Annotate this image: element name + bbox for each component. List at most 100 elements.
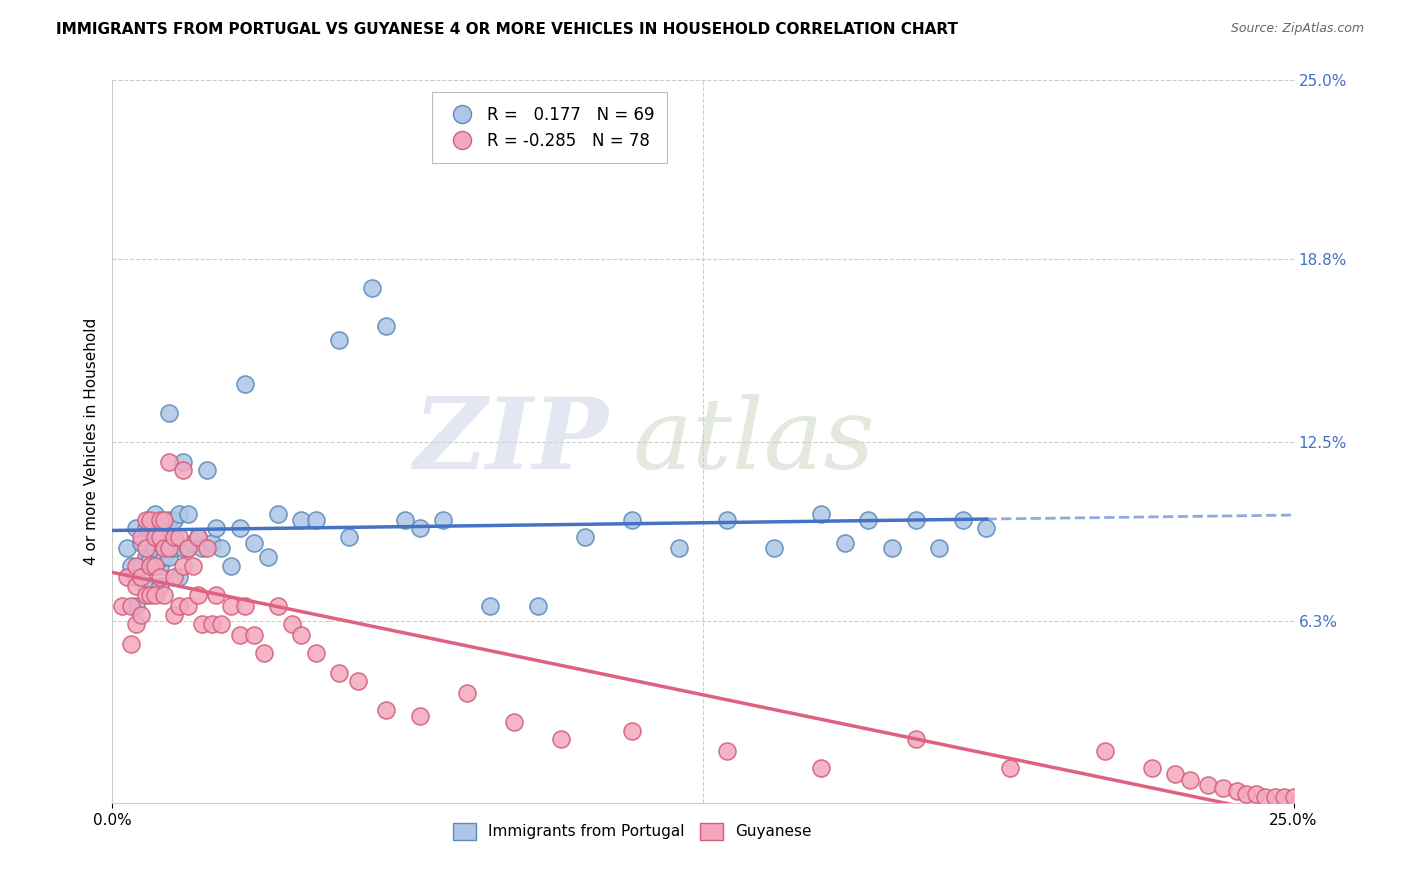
Point <box>125 579 148 593</box>
Point <box>163 512 186 526</box>
Y-axis label: 4 or more Vehicles in Household: 4 or more Vehicles in Household <box>83 318 98 566</box>
Point <box>139 579 162 593</box>
Point <box>976 521 998 535</box>
Point <box>135 512 157 526</box>
Point <box>337 530 360 544</box>
Point <box>1244 787 1267 801</box>
Point <box>186 588 208 602</box>
Point <box>153 550 176 565</box>
Point <box>163 607 186 622</box>
Point <box>394 512 416 526</box>
Point <box>139 558 162 573</box>
Point <box>503 714 526 729</box>
Point <box>143 530 166 544</box>
Point <box>129 607 152 622</box>
Point <box>172 541 194 556</box>
Point <box>139 521 162 535</box>
Point <box>125 521 148 535</box>
Point <box>149 535 172 549</box>
Point <box>201 535 224 549</box>
Point <box>135 541 157 556</box>
Point <box>928 541 950 556</box>
Point <box>290 628 312 642</box>
Point <box>1272 790 1295 805</box>
Point <box>177 507 200 521</box>
Point <box>120 599 142 614</box>
Point <box>281 616 304 631</box>
Point <box>304 646 326 660</box>
Point <box>257 550 280 565</box>
Point <box>201 616 224 631</box>
Point <box>456 686 478 700</box>
Point <box>143 541 166 556</box>
Point <box>167 507 190 521</box>
Point <box>880 541 903 556</box>
Point <box>361 281 384 295</box>
Point <box>267 599 290 614</box>
Point <box>125 558 148 573</box>
Point <box>1212 781 1234 796</box>
Point <box>163 530 186 544</box>
Point <box>149 521 172 535</box>
Text: atlas: atlas <box>633 394 875 489</box>
Point <box>115 541 138 556</box>
Point <box>229 628 252 642</box>
Point <box>149 512 172 526</box>
Legend: Immigrants from Portugal, Guyanese: Immigrants from Portugal, Guyanese <box>447 817 817 846</box>
Point <box>1198 779 1220 793</box>
Point <box>181 535 204 549</box>
Point <box>550 732 572 747</box>
Point <box>125 616 148 631</box>
Point <box>153 588 176 602</box>
Point <box>172 463 194 477</box>
Point <box>209 541 232 556</box>
Point <box>135 550 157 565</box>
Point <box>858 512 880 526</box>
Point <box>129 558 152 573</box>
Point <box>177 541 200 556</box>
Point <box>904 732 927 747</box>
Point <box>163 570 186 584</box>
Point <box>209 616 232 631</box>
Point <box>129 535 152 549</box>
Point <box>143 588 166 602</box>
Point <box>186 530 208 544</box>
Point <box>375 318 398 333</box>
Point <box>125 570 148 584</box>
Point <box>157 406 180 420</box>
Point <box>157 550 180 565</box>
Point <box>191 616 214 631</box>
Point <box>233 599 256 614</box>
Point <box>115 570 138 584</box>
Point <box>135 521 157 535</box>
Point <box>810 761 832 775</box>
Point <box>347 674 370 689</box>
Point <box>1140 761 1163 775</box>
Point <box>526 599 548 614</box>
Point <box>328 665 350 680</box>
Point <box>167 530 190 544</box>
Point <box>153 512 176 526</box>
Point <box>1226 784 1249 798</box>
Point <box>143 558 166 573</box>
Point <box>157 455 180 469</box>
Point <box>243 535 266 549</box>
Point <box>716 744 738 758</box>
Point <box>149 579 172 593</box>
Text: ZIP: ZIP <box>413 393 609 490</box>
Point <box>1264 790 1286 805</box>
Point <box>621 512 644 526</box>
Point <box>328 334 350 348</box>
Point <box>129 530 152 544</box>
Point <box>125 599 148 614</box>
Point <box>408 709 430 723</box>
Point <box>139 512 162 526</box>
Point <box>1178 772 1201 787</box>
Point <box>167 570 190 584</box>
Point <box>998 761 1021 775</box>
Point <box>290 512 312 526</box>
Point <box>621 723 644 738</box>
Point <box>172 558 194 573</box>
Point <box>135 579 157 593</box>
Text: Source: ZipAtlas.com: Source: ZipAtlas.com <box>1230 22 1364 36</box>
